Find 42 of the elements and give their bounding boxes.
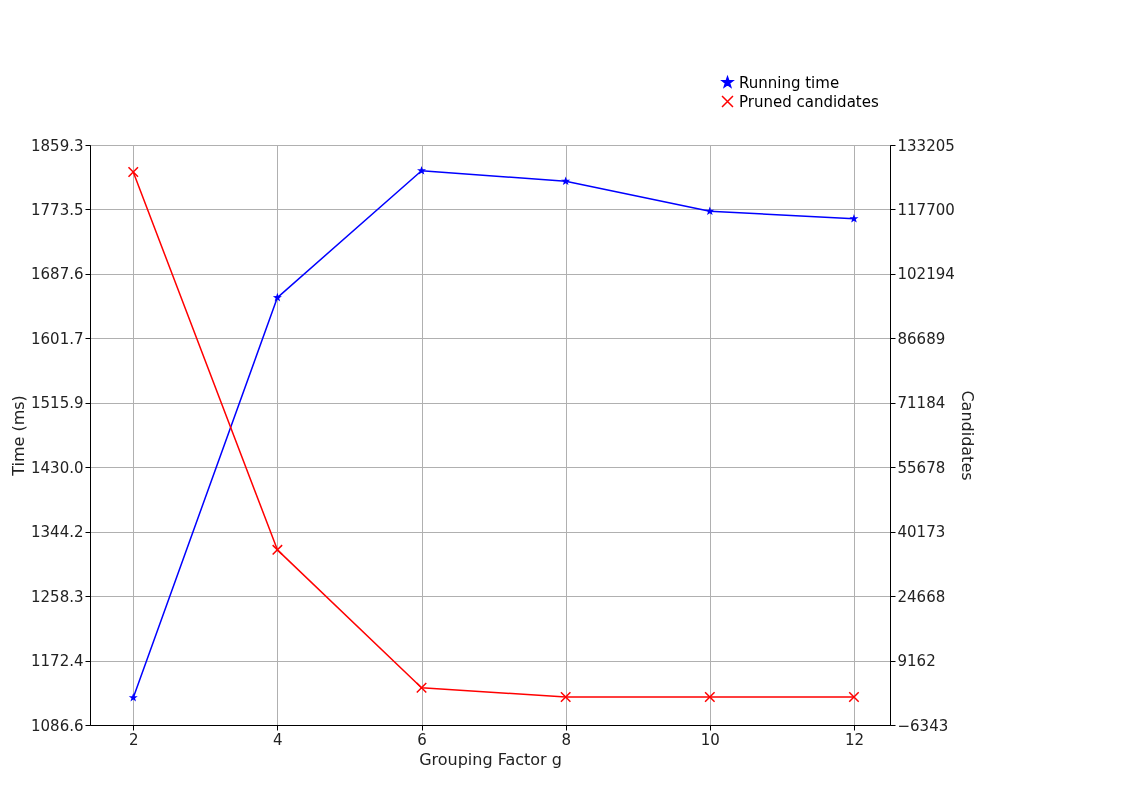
y2-tick-label: 9162 bbox=[897, 652, 936, 671]
point bbox=[272, 292, 282, 302]
y2-tick-label: 86689 bbox=[897, 329, 946, 348]
point bbox=[128, 692, 138, 702]
x-tick-label: 8 bbox=[561, 730, 571, 749]
point bbox=[127, 166, 139, 178]
y2-tick-label: 71184 bbox=[897, 394, 946, 413]
y-tick-label: 1086.6 bbox=[31, 716, 84, 735]
y-tick-label: 1515.9 bbox=[31, 394, 84, 413]
point bbox=[271, 544, 283, 556]
y2-tick-label: 55678 bbox=[897, 458, 946, 477]
point bbox=[560, 691, 572, 703]
point bbox=[561, 176, 571, 186]
y2-tick-label: 102194 bbox=[897, 265, 955, 284]
x-tick-label: 10 bbox=[700, 730, 720, 749]
y2-axis-title: Candidates bbox=[957, 390, 977, 481]
y-tick-label: 1258.3 bbox=[31, 587, 84, 606]
y2-tick-label: −6343 bbox=[897, 716, 949, 735]
point bbox=[704, 691, 716, 703]
y-tick-label: 1687.6 bbox=[31, 265, 84, 284]
x-axis-title: Grouping Factor g bbox=[419, 749, 562, 769]
point bbox=[417, 166, 427, 175]
y-tick-label: 1773.5 bbox=[31, 200, 84, 219]
point bbox=[849, 214, 859, 223]
x-tick-label: 12 bbox=[844, 730, 865, 749]
x-tick-label: 6 bbox=[417, 730, 427, 749]
y-tick-label: 1430.0 bbox=[31, 458, 84, 477]
point bbox=[416, 682, 428, 694]
y2-tick-label: 24668 bbox=[897, 587, 946, 606]
point bbox=[848, 691, 860, 703]
y-tick-label: 1859.3 bbox=[31, 136, 84, 155]
x-tick-label: 4 bbox=[273, 730, 283, 749]
y-tick-label: 1344.2 bbox=[31, 523, 84, 542]
y-tick-label: 1601.7 bbox=[31, 329, 84, 348]
y2-tick-label: 117700 bbox=[897, 200, 955, 219]
y2-tick-label: 133205 bbox=[897, 136, 955, 155]
x-tick-label: 2 bbox=[128, 730, 139, 749]
legend-label: Running time bbox=[739, 73, 840, 92]
y-axis-title: Time (ms) bbox=[9, 395, 29, 477]
legend-label: Pruned candidates bbox=[739, 92, 879, 111]
y-tick-label: 1172.4 bbox=[31, 652, 84, 671]
y2-tick-label: 40173 bbox=[897, 523, 946, 542]
